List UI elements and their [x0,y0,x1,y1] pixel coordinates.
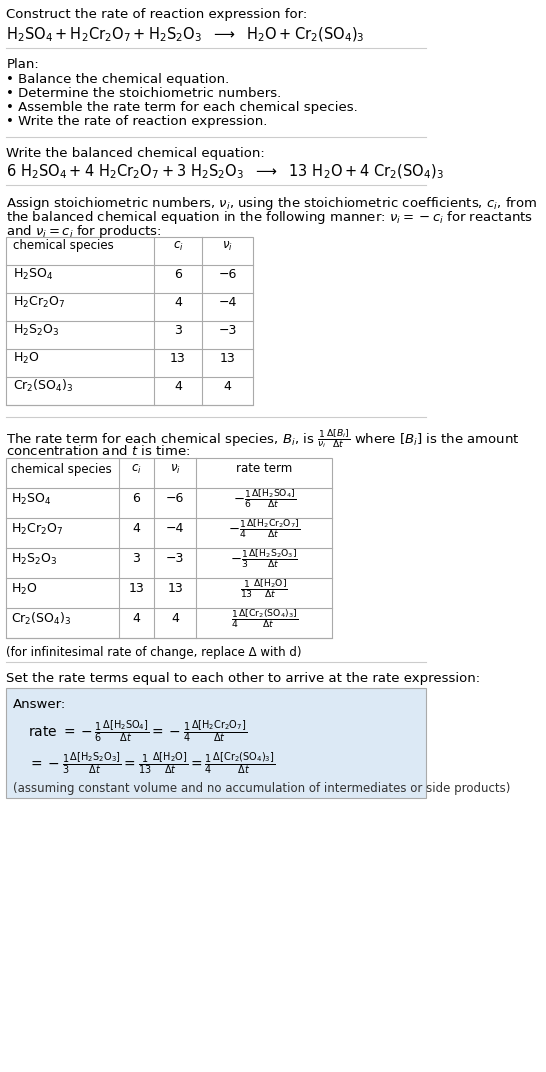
Text: 6: 6 [133,492,140,506]
Text: $\nu_i$: $\nu_i$ [170,462,181,476]
Text: −4: −4 [218,296,236,309]
Text: 4: 4 [171,612,179,625]
Text: −3: −3 [166,552,185,566]
Text: $\mathregular{H_2S_2O_3}$: $\mathregular{H_2S_2O_3}$ [13,323,59,338]
Text: Assign stoichiometric numbers, $\nu_i$, using the stoichiometric coefficients, $: Assign stoichiometric numbers, $\nu_i$, … [7,195,537,212]
Text: the balanced chemical equation in the following manner: $\nu_i = -c_i$ for react: the balanced chemical equation in the fo… [7,209,533,226]
Text: $\mathregular{H_2SO_4 + H_2Cr_2O_7 + H_2S_2O_3}$  $\longrightarrow$  $\mathregul: $\mathregular{H_2SO_4 + H_2Cr_2O_7 + H_2… [7,26,365,44]
Text: 4: 4 [223,379,232,392]
Text: $\mathregular{H_2SO_4}$: $\mathregular{H_2SO_4}$ [13,267,53,282]
Text: 13: 13 [219,352,235,364]
FancyBboxPatch shape [7,237,253,405]
Text: $\mathregular{Cr_2(SO_4)_3}$: $\mathregular{Cr_2(SO_4)_3}$ [11,611,72,627]
Text: chemical species: chemical species [11,462,112,476]
Text: rate $= -\frac{1}{6}\frac{\Delta[\mathregular{H_2SO_4}]}{\Delta t} = -\frac{1}{4: rate $= -\frac{1}{6}\frac{\Delta[\mathre… [28,718,247,744]
Text: $-\frac{1}{6}\frac{\Delta[\mathregular{H_2SO_4}]}{\Delta t}$: $-\frac{1}{6}\frac{\Delta[\mathregular{H… [233,488,296,510]
Text: (for infinitesimal rate of change, replace Δ with d): (for infinitesimal rate of change, repla… [7,646,302,659]
Text: 13: 13 [170,352,186,364]
Text: $\mathregular{H_2O}$: $\mathregular{H_2O}$ [11,581,38,596]
Text: $c_i$: $c_i$ [131,462,142,476]
Text: $c_i$: $c_i$ [173,239,183,253]
Text: $-\frac{1}{3}\frac{\Delta[\mathregular{H_2S_2O_3}]}{\Delta t}$: $-\frac{1}{3}\frac{\Delta[\mathregular{H… [230,548,298,570]
Text: 3: 3 [133,552,140,566]
FancyBboxPatch shape [7,688,426,798]
Text: Construct the rate of reaction expression for:: Construct the rate of reaction expressio… [7,8,307,21]
Text: and $\nu_i = c_i$ for products:: and $\nu_i = c_i$ for products: [7,223,162,240]
Text: −6: −6 [218,268,236,281]
Text: 3: 3 [174,324,182,337]
Text: (assuming constant volume and no accumulation of intermediates or side products): (assuming constant volume and no accumul… [13,781,510,795]
Text: rate term: rate term [236,462,292,476]
Text: $\mathregular{Cr_2(SO_4)_3}$: $\mathregular{Cr_2(SO_4)_3}$ [13,378,73,394]
Text: −4: −4 [166,522,185,536]
FancyBboxPatch shape [7,458,333,638]
Text: $\mathregular{6\ H_2SO_4 + 4\ H_2Cr_2O_7 + 3\ H_2S_2O_3}$  $\longrightarrow$  $\: $\mathregular{6\ H_2SO_4 + 4\ H_2Cr_2O_7… [7,163,444,181]
Text: chemical species: chemical species [13,239,114,253]
Text: 4: 4 [133,522,140,536]
Text: concentration and $t$ is time:: concentration and $t$ is time: [7,444,191,458]
Text: • Assemble the rate term for each chemical species.: • Assemble the rate term for each chemic… [7,101,358,114]
Text: $-\frac{1}{4}\frac{\Delta[\mathregular{H_2Cr_2O_7}]}{\Delta t}$: $-\frac{1}{4}\frac{\Delta[\mathregular{H… [228,518,300,540]
Text: $\mathregular{H_2Cr_2O_7}$: $\mathregular{H_2Cr_2O_7}$ [11,521,63,537]
Text: Set the rate terms equal to each other to arrive at the rate expression:: Set the rate terms equal to each other t… [7,672,480,685]
Text: $\mathregular{H_2S_2O_3}$: $\mathregular{H_2S_2O_3}$ [11,551,57,566]
Text: −3: −3 [218,324,236,337]
Text: $\nu_i$: $\nu_i$ [222,239,233,253]
Text: • Write the rate of reaction expression.: • Write the rate of reaction expression. [7,115,268,128]
Text: Plan:: Plan: [7,58,39,71]
Text: Write the balanced chemical equation:: Write the balanced chemical equation: [7,147,265,160]
Text: • Determine the stoichiometric numbers.: • Determine the stoichiometric numbers. [7,87,282,100]
Text: 13: 13 [129,582,144,596]
Text: 13: 13 [168,582,183,596]
Text: $\mathregular{H_2Cr_2O_7}$: $\mathregular{H_2Cr_2O_7}$ [13,295,65,310]
Text: $\mathregular{H_2SO_4}$: $\mathregular{H_2SO_4}$ [11,491,51,507]
Text: 4: 4 [174,379,182,392]
Text: The rate term for each chemical species, $B_i$, is $\frac{1}{\nu_i}\frac{\Delta[: The rate term for each chemical species,… [7,427,520,450]
Text: $\mathregular{H_2O}$: $\mathregular{H_2O}$ [13,351,39,366]
Text: $= -\frac{1}{3}\frac{\Delta[\mathregular{H_2S_2O_3}]}{\Delta t} = \frac{1}{13}\f: $= -\frac{1}{3}\frac{\Delta[\mathregular… [28,750,275,776]
Text: 6: 6 [174,268,182,281]
Text: $\frac{1}{13}\frac{\Delta[\mathregular{H_2O}]}{\Delta t}$: $\frac{1}{13}\frac{\Delta[\mathregular{H… [240,578,288,600]
Text: $\frac{1}{4}\frac{\Delta[\mathregular{Cr_2(SO_4)_3}]}{\Delta t}$: $\frac{1}{4}\frac{\Delta[\mathregular{Cr… [230,608,298,630]
Text: • Balance the chemical equation.: • Balance the chemical equation. [7,73,229,86]
Text: 4: 4 [133,612,140,625]
Text: −6: −6 [166,492,185,506]
Text: 4: 4 [174,296,182,309]
Text: Answer:: Answer: [13,698,66,711]
